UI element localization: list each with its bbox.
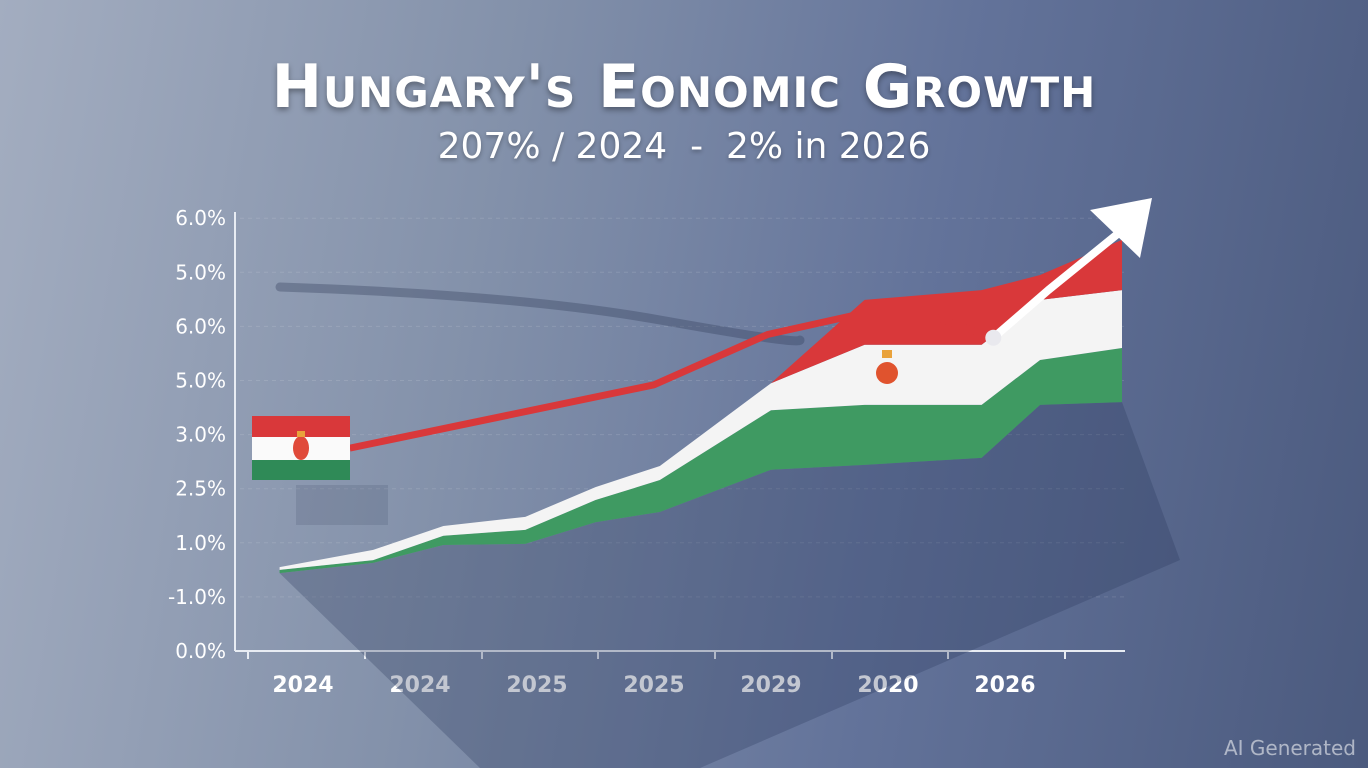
chart-title: Hungary's Eonomic Growth [271, 52, 1097, 122]
ribbon-shadow [279, 402, 1181, 768]
y-tick-label: 1.0% [175, 531, 226, 555]
y-tick-label: 2.5% [175, 477, 226, 501]
ribbon-green-band [279, 348, 1123, 574]
y-tick-label: -1.0% [168, 585, 226, 609]
ribbon-white-band [279, 290, 1123, 570]
coat-of-arms-icon [876, 362, 898, 384]
ribbon-red-band [279, 239, 1123, 568]
y-tick-label: 0.0% [175, 639, 226, 663]
shadow-line [275, 282, 805, 346]
flag-shadow [296, 485, 388, 525]
watermark: AI Generated [1223, 736, 1356, 760]
x-tick-label: 2024 [272, 673, 333, 698]
flag-crown-icon [297, 431, 305, 437]
flag-coat-of-arms-icon [293, 436, 309, 460]
x-tick-label: 2020 [857, 673, 918, 698]
x-tick-label: 2025 [623, 673, 684, 698]
y-tick-label: 6.0% [175, 314, 226, 338]
flag-green-stripe [252, 460, 350, 480]
y-tick-label: 5.0% [175, 260, 226, 284]
x-tick-label: 2029 [740, 673, 801, 698]
y-tick-label: 5.0% [175, 369, 226, 393]
data-point-marker [985, 329, 1002, 346]
chart-subtitle: 207% / 2024 - 2% in 2026 [437, 126, 931, 167]
x-tick-label: 2025 [506, 673, 567, 698]
x-tick-label: 2024 [389, 673, 450, 698]
x-tick-label: 2026 [974, 673, 1035, 698]
crown-icon [882, 350, 892, 358]
arrow-head-icon [1090, 198, 1152, 258]
flag-red-stripe [252, 416, 350, 437]
arrow-shaft [990, 228, 1123, 341]
y-tick-label: 3.0% [175, 423, 226, 447]
y-tick-label: 6.0% [175, 206, 226, 230]
